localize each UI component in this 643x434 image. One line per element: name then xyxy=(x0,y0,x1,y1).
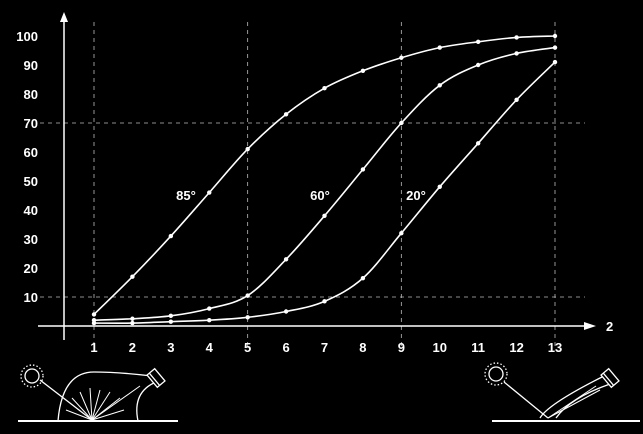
data-point xyxy=(207,318,212,323)
data-point xyxy=(360,167,366,172)
series-lines xyxy=(93,35,556,325)
x-tick-label: 10 xyxy=(433,340,447,355)
data-point xyxy=(245,293,250,298)
data-point xyxy=(360,275,366,281)
detector-icon xyxy=(146,367,166,389)
x-tick-label: 2 xyxy=(129,340,136,355)
x-tick-label: 12 xyxy=(509,340,523,355)
y-tick-label: 70 xyxy=(24,116,38,131)
x-tick-label: 13 xyxy=(548,340,562,355)
data-point xyxy=(475,141,481,146)
chart-axes xyxy=(38,12,596,340)
data-point xyxy=(130,320,135,326)
sun-icon xyxy=(20,364,44,388)
y-tick-label: 100 xyxy=(16,29,38,44)
data-point xyxy=(283,112,289,117)
x-tick-label: 1 xyxy=(90,340,97,355)
x-tick-label: 11 xyxy=(471,340,485,355)
specular-rays xyxy=(547,385,601,419)
y-tick-label: 30 xyxy=(24,232,38,247)
data-point xyxy=(283,309,289,314)
x-tick-label: 4 xyxy=(206,340,214,355)
reference-grid xyxy=(40,22,585,348)
x-tick-label: 6 xyxy=(282,340,289,355)
data-point xyxy=(437,83,442,88)
y-tick-label: 40 xyxy=(24,203,38,218)
data-point xyxy=(91,312,97,317)
series-label: 85° xyxy=(176,188,196,203)
x-axis-arrow xyxy=(584,322,596,330)
data-point xyxy=(552,59,558,65)
data-point xyxy=(552,45,558,50)
data-point xyxy=(360,68,366,74)
y-tick-label: 20 xyxy=(24,261,38,276)
data-point xyxy=(130,274,135,279)
x-tick-labels: 1 2 3 4 5 6 7 8 9 10 11 12 13 xyxy=(90,340,562,355)
data-point xyxy=(514,35,519,40)
data-point xyxy=(245,146,250,152)
data-point xyxy=(514,97,519,103)
data-point xyxy=(207,190,212,195)
data-point xyxy=(245,315,250,320)
x-tick-label: 9 xyxy=(398,340,405,355)
data-point xyxy=(322,299,327,304)
data-point xyxy=(399,55,404,60)
sun-icon xyxy=(484,362,508,386)
data-point xyxy=(207,306,212,311)
series-label: 60° xyxy=(310,188,330,203)
x-tick-label: 5 xyxy=(244,340,251,355)
data-point xyxy=(322,213,327,218)
scatter-rays xyxy=(65,385,141,421)
data-point xyxy=(475,39,481,44)
x-tick-label: 8 xyxy=(359,340,366,355)
data-point xyxy=(437,184,442,189)
x-tick-label: 7 xyxy=(321,340,328,355)
detector-icon xyxy=(600,367,620,389)
data-point xyxy=(475,62,481,68)
data-point xyxy=(322,86,327,91)
series-labels: 85° 60° 20° xyxy=(176,188,426,203)
data-point xyxy=(168,233,174,239)
x-axis-label: 2 xyxy=(606,319,613,334)
data-point xyxy=(283,257,289,262)
data-point xyxy=(399,231,404,236)
specular-reflection-illustration xyxy=(484,362,640,422)
series-line-0 xyxy=(93,35,556,315)
data-point xyxy=(168,313,174,319)
data-point xyxy=(91,320,97,326)
y-tick-label: 90 xyxy=(24,58,38,73)
data-point xyxy=(552,33,558,39)
y-tick-label: 50 xyxy=(24,174,38,189)
series-label: 20° xyxy=(406,188,426,203)
data-point xyxy=(399,120,404,126)
y-tick-label: 10 xyxy=(24,290,38,305)
y-tick-label: 60 xyxy=(24,145,38,160)
y-axis-arrow xyxy=(60,12,68,22)
x-tick-label: 3 xyxy=(167,340,174,355)
series-points xyxy=(91,33,558,326)
data-point xyxy=(437,45,442,50)
data-point xyxy=(168,319,174,324)
diffuse-reflection-illustration xyxy=(18,364,178,422)
y-tick-labels: 10 20 30 40 50 60 70 80 90 100 xyxy=(16,29,38,305)
y-tick-label: 80 xyxy=(24,87,38,102)
data-point xyxy=(514,51,519,56)
data-point xyxy=(130,316,135,321)
